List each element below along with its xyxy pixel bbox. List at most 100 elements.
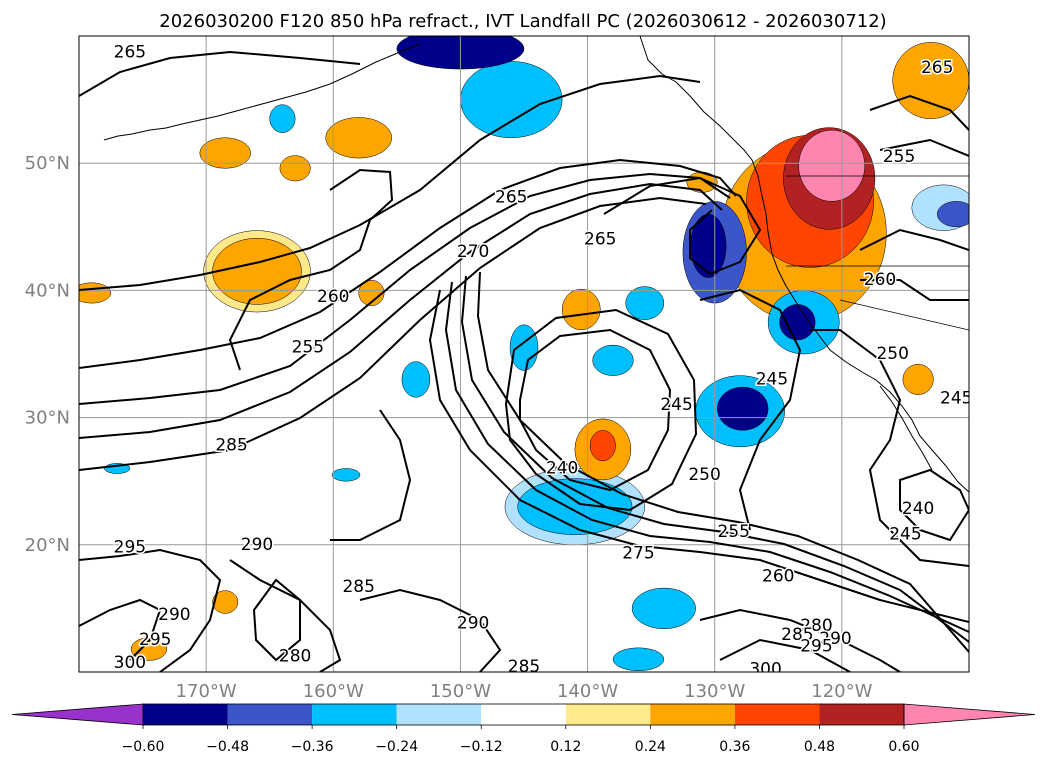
colorbar-tick-label: 0.12 [550, 739, 581, 755]
contour-line [504, 308, 698, 512]
contour-labels: 2652652702652602552852902952852902953002… [112, 41, 972, 679]
contour-label: 260 [864, 270, 896, 290]
shaded-region [212, 590, 239, 614]
shaded-region [625, 286, 665, 320]
colorbar-tick-label: −0.36 [291, 739, 334, 755]
shaded-region [325, 117, 393, 159]
y-axis-ticks: 50°N 40°N 30°N 20°N [25, 153, 70, 556]
contour-line [810, 329, 969, 567]
shaded-region [331, 468, 361, 482]
colorbar-segment [312, 704, 397, 725]
colorbar-extend-max [903, 703, 1036, 726]
map-frame [78, 35, 970, 673]
contour-label: 295 [139, 630, 171, 650]
contour-line [79, 598, 162, 661]
shaded-region [130, 637, 167, 661]
coastlines [103, 36, 969, 493]
contour-label: 255 [883, 147, 915, 167]
colorbar-segment [143, 704, 228, 725]
contour-label: 260 [317, 287, 349, 307]
contour-line [428, 289, 969, 623]
contour-line [359, 588, 502, 672]
contour-label: 240 [546, 458, 578, 478]
contour-label: 285 [215, 436, 247, 456]
y-tick-label: 50°N [25, 153, 70, 174]
colorbar-tick-label: −0.48 [206, 739, 249, 755]
x-tick-label: 130°W [684, 681, 745, 702]
contour-label: 300 [749, 659, 781, 679]
shaded-region [779, 304, 816, 341]
contour-label: 280 [800, 616, 832, 636]
contour-line [899, 468, 969, 542]
contour-line [699, 288, 802, 531]
shaded-region [509, 324, 539, 371]
y-tick-label: 30°N [25, 408, 70, 429]
contour-line [869, 94, 969, 157]
contour-line [330, 409, 412, 541]
contour-label: 295 [114, 537, 146, 557]
shaded-region [589, 430, 616, 462]
x-tick-label: 150°W [430, 681, 491, 702]
colorbar-tick-label: −0.24 [375, 739, 418, 755]
contour-line [460, 275, 969, 643]
contour-label: 245 [940, 389, 972, 409]
contour-label: 290 [457, 614, 489, 634]
y-tick-label: 40°N [25, 280, 70, 301]
x-tick-label: 140°W [557, 681, 618, 702]
colorbar-extend-min [11, 703, 144, 726]
contour-line [603, 176, 762, 276]
chart-title: 2026030200 F120 850 hPa refract., IVT La… [159, 11, 886, 32]
contour-label: 285 [342, 577, 374, 597]
shaded-region [592, 344, 634, 376]
shaded-region [269, 104, 296, 133]
contour-label: 245 [889, 525, 921, 545]
colorbar-tick-label: 0.60 [888, 739, 919, 755]
contour-label: 260 [762, 567, 794, 587]
contour-line [476, 271, 969, 653]
colorbar-segment [396, 704, 482, 725]
colorbar-segment [819, 704, 904, 725]
contour-line [79, 158, 737, 369]
shaded-region [401, 361, 431, 398]
contour-label: 240 [902, 499, 934, 519]
contour-label: 265 [495, 188, 527, 208]
shaded-region [212, 237, 302, 305]
colorbar-segment [481, 704, 566, 725]
contour-label: 285 [781, 625, 813, 645]
contour-label: 270 [457, 242, 489, 262]
shaded-region [358, 279, 385, 306]
colorbar-segment [734, 704, 820, 725]
contour-label: 255 [292, 338, 324, 358]
us-canada-border [786, 175, 969, 331]
contour-label: 295 [800, 637, 832, 657]
contour-label: 300 [114, 653, 146, 673]
contour-label: 250 [876, 344, 908, 364]
shaded-region [892, 42, 969, 119]
contour-label: 265 [921, 58, 953, 78]
aleutian-islands [103, 43, 421, 141]
contour-label: 290 [819, 629, 851, 649]
colorbar-tick-label: 0.36 [719, 739, 750, 755]
colorbar: −0.60 −0.48 −0.36 −0.24 −0.12 0.12 0.24 0.36 0.4… [11, 703, 1036, 755]
shaded-region [902, 363, 934, 395]
shaded-field [79, 36, 969, 671]
contour-label: 245 [756, 369, 788, 389]
contour-line [79, 172, 731, 405]
shaded-region [612, 647, 665, 671]
contour-line [859, 228, 969, 301]
contour-line [519, 328, 672, 492]
shaded-region [460, 61, 563, 139]
colorbar-tick-label: 0.48 [804, 739, 835, 755]
x-tick-label: 170°W [176, 681, 237, 702]
contour-line [719, 638, 851, 672]
contour-line [444, 281, 969, 633]
contour-line [79, 50, 361, 97]
contour-label: 255 [718, 522, 750, 542]
refractivity-contours [79, 50, 969, 672]
x-tick-label: 160°W [303, 681, 364, 702]
shaded-region [631, 587, 696, 630]
shaded-region [517, 478, 633, 535]
contour-label: 290 [158, 605, 190, 625]
colorbar-segment [650, 704, 735, 725]
